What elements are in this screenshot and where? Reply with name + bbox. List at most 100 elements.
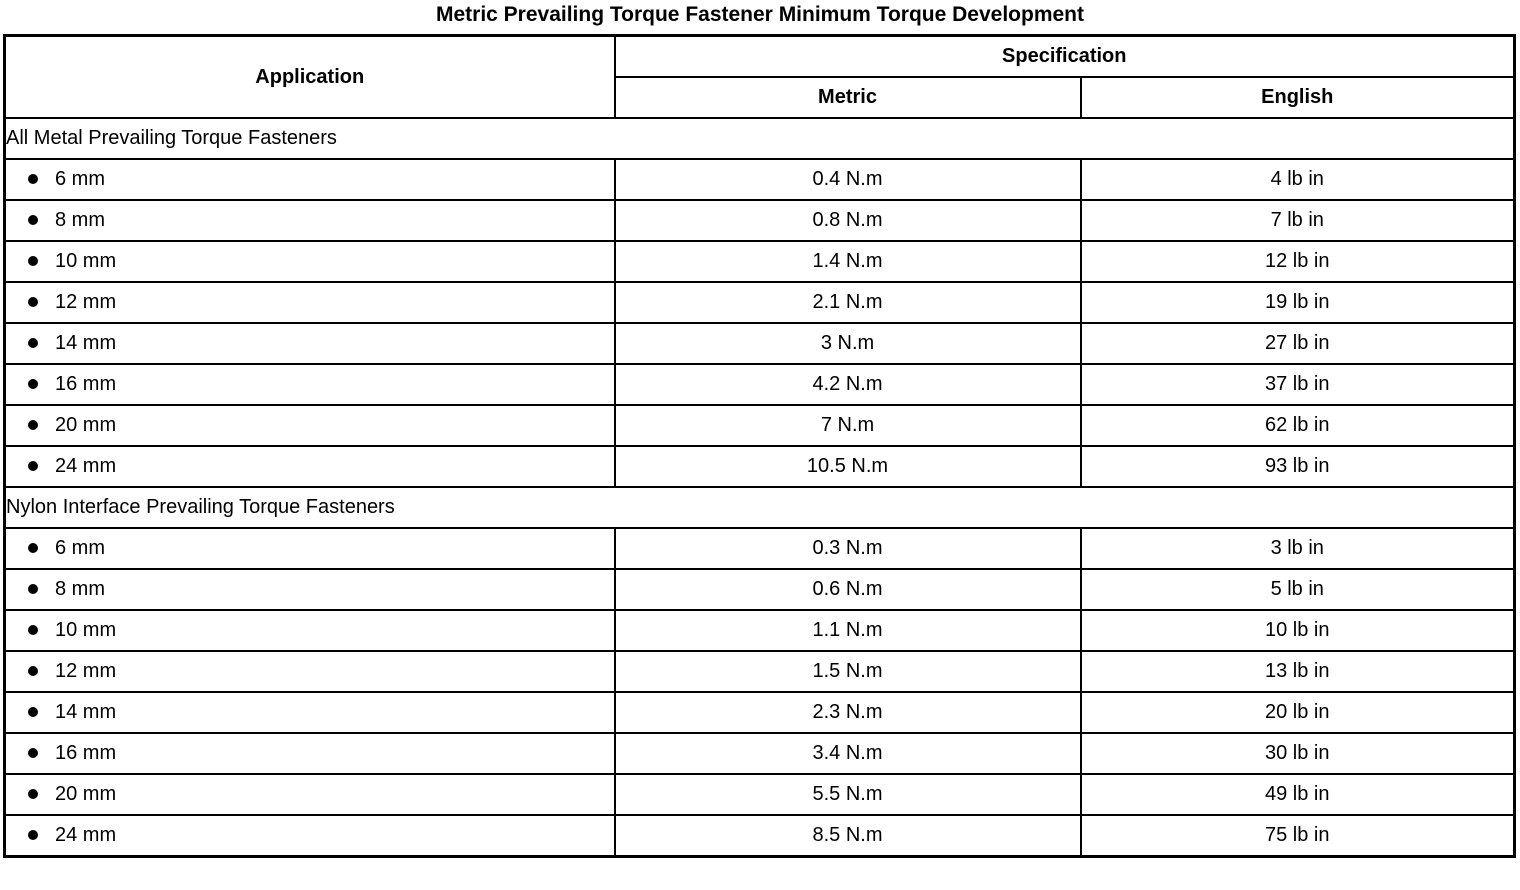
table-row: 10 mm 1.1 N.m 10 lb in [3, 609, 1516, 652]
english-value: 37 lb in [1079, 363, 1516, 406]
metric-value: 8.5 N.m [613, 814, 1082, 858]
application-cell: 20 mm [3, 773, 616, 816]
bullet-icon [28, 174, 38, 184]
metric-value: 1.4 N.m [613, 240, 1082, 283]
column-header-application: Application [3, 34, 616, 119]
application-label: 12 mm [55, 660, 117, 682]
metric-value: 0.8 N.m [613, 199, 1082, 242]
bullet-icon [28, 625, 38, 635]
application-label: 14 mm [55, 701, 117, 723]
english-value: 49 lb in [1079, 773, 1516, 816]
application-label: 16 mm [55, 373, 117, 395]
application-cell: 16 mm [3, 732, 616, 775]
english-value: 3 lb in [1079, 527, 1516, 570]
section-label: All Metal Prevailing Torque Fasteners [3, 117, 1516, 160]
application-cell: 10 mm [3, 609, 616, 652]
application-cell: 6 mm [3, 527, 616, 570]
application-cell: 6 mm [3, 158, 616, 201]
application-cell: 12 mm [3, 650, 616, 693]
application-cell: 14 mm [3, 691, 616, 734]
table-row: 24 mm 8.5 N.m 75 lb in [3, 814, 1516, 858]
english-value: 7 lb in [1079, 199, 1516, 242]
application-cell: 16 mm [3, 363, 616, 406]
table-row: 24 mm 10.5 N.m 93 lb in [3, 445, 1516, 488]
table-row: 6 mm 0.3 N.m 3 lb in [3, 527, 1516, 570]
table-body: All Metal Prevailing Torque Fasteners 6 m… [3, 117, 1516, 858]
application-cell: 8 mm [3, 568, 616, 611]
column-header-english: English [1079, 76, 1516, 119]
metric-value: 0.6 N.m [613, 568, 1082, 611]
table-row: 8 mm 0.6 N.m 5 lb in [3, 568, 1516, 611]
table-row: 16 mm 3.4 N.m 30 lb in [3, 732, 1516, 775]
english-value: 20 lb in [1079, 691, 1516, 734]
column-header-specification: Specification [613, 34, 1516, 78]
metric-value: 7 N.m [613, 404, 1082, 447]
application-label: 24 mm [55, 455, 117, 477]
application-label: 8 mm [55, 578, 105, 600]
metric-value: 0.4 N.m [613, 158, 1082, 201]
table-row: 20 mm 7 N.m 62 lb in [3, 404, 1516, 447]
application-label: 24 mm [55, 824, 117, 846]
metric-value: 0.3 N.m [613, 527, 1082, 570]
table-row: 6 mm 0.4 N.m 4 lb in [3, 158, 1516, 201]
table-row: 10 mm 1.4 N.m 12 lb in [3, 240, 1516, 283]
application-label: 10 mm [55, 619, 117, 641]
application-label: 20 mm [55, 783, 117, 805]
bullet-icon [28, 338, 38, 348]
english-value: 75 lb in [1079, 814, 1516, 858]
application-cell: 20 mm [3, 404, 616, 447]
application-label: 12 mm [55, 291, 117, 313]
metric-value: 1.1 N.m [613, 609, 1082, 652]
application-cell: 14 mm [3, 322, 616, 365]
english-value: 30 lb in [1079, 732, 1516, 775]
application-cell: 8 mm [3, 199, 616, 242]
table-row: 12 mm 2.1 N.m 19 lb in [3, 281, 1516, 324]
english-value: 13 lb in [1079, 650, 1516, 693]
english-value: 27 lb in [1079, 322, 1516, 365]
bullet-icon [28, 297, 38, 307]
application-label: 6 mm [55, 537, 105, 559]
column-header-metric: Metric [613, 76, 1082, 119]
metric-value: 3 N.m [613, 322, 1082, 365]
metric-value: 5.5 N.m [613, 773, 1082, 816]
application-label: 14 mm [55, 332, 117, 354]
application-cell: 10 mm [3, 240, 616, 283]
english-value: 12 lb in [1079, 240, 1516, 283]
section-row: Nylon Interface Prevailing Torque Fasten… [3, 486, 1516, 529]
application-label: 8 mm [55, 209, 105, 231]
page-title: Metric Prevailing Torque Fastener Minimu… [435, 3, 1084, 26]
metric-value: 2.3 N.m [613, 691, 1082, 734]
english-value: 93 lb in [1079, 445, 1516, 488]
header-row-1: Application Specification [3, 34, 1516, 119]
section-row: All Metal Prevailing Torque Fasteners [3, 117, 1516, 160]
application-cell: 24 mm [3, 445, 616, 488]
metric-value: 1.5 N.m [613, 650, 1082, 693]
metric-value: 2.1 N.m [613, 281, 1082, 324]
bullet-icon [28, 830, 38, 840]
metric-value: 10.5 N.m [613, 445, 1082, 488]
bullet-icon [28, 256, 38, 266]
table-row: 14 mm 3 N.m 27 lb in [3, 322, 1516, 365]
torque-spec-table: Application Specification Metric English… [3, 34, 1517, 858]
application-cell: 24 mm [3, 814, 616, 858]
application-label: 6 mm [55, 168, 105, 190]
english-value: 4 lb in [1079, 158, 1516, 201]
table-row: 8 mm 0.8 N.m 7 lb in [3, 199, 1516, 242]
section-label: Nylon Interface Prevailing Torque Fasten… [3, 486, 1516, 529]
bullet-icon [28, 707, 38, 717]
metric-value: 4.2 N.m [613, 363, 1082, 406]
bullet-icon [28, 461, 38, 471]
english-value: 5 lb in [1079, 568, 1516, 611]
bullet-icon [28, 748, 38, 758]
bullet-icon [28, 420, 38, 430]
bullet-icon [28, 789, 38, 799]
english-value: 62 lb in [1079, 404, 1516, 447]
bullet-icon [28, 215, 38, 225]
table-header: Application Specification Metric English [3, 34, 1516, 119]
application-label: 20 mm [55, 414, 117, 436]
table-row: 16 mm 4.2 N.m 37 lb in [3, 363, 1516, 406]
application-label: 16 mm [55, 742, 117, 764]
header-row-2: Metric English [5, 76, 1516, 119]
bullet-icon [28, 666, 38, 676]
